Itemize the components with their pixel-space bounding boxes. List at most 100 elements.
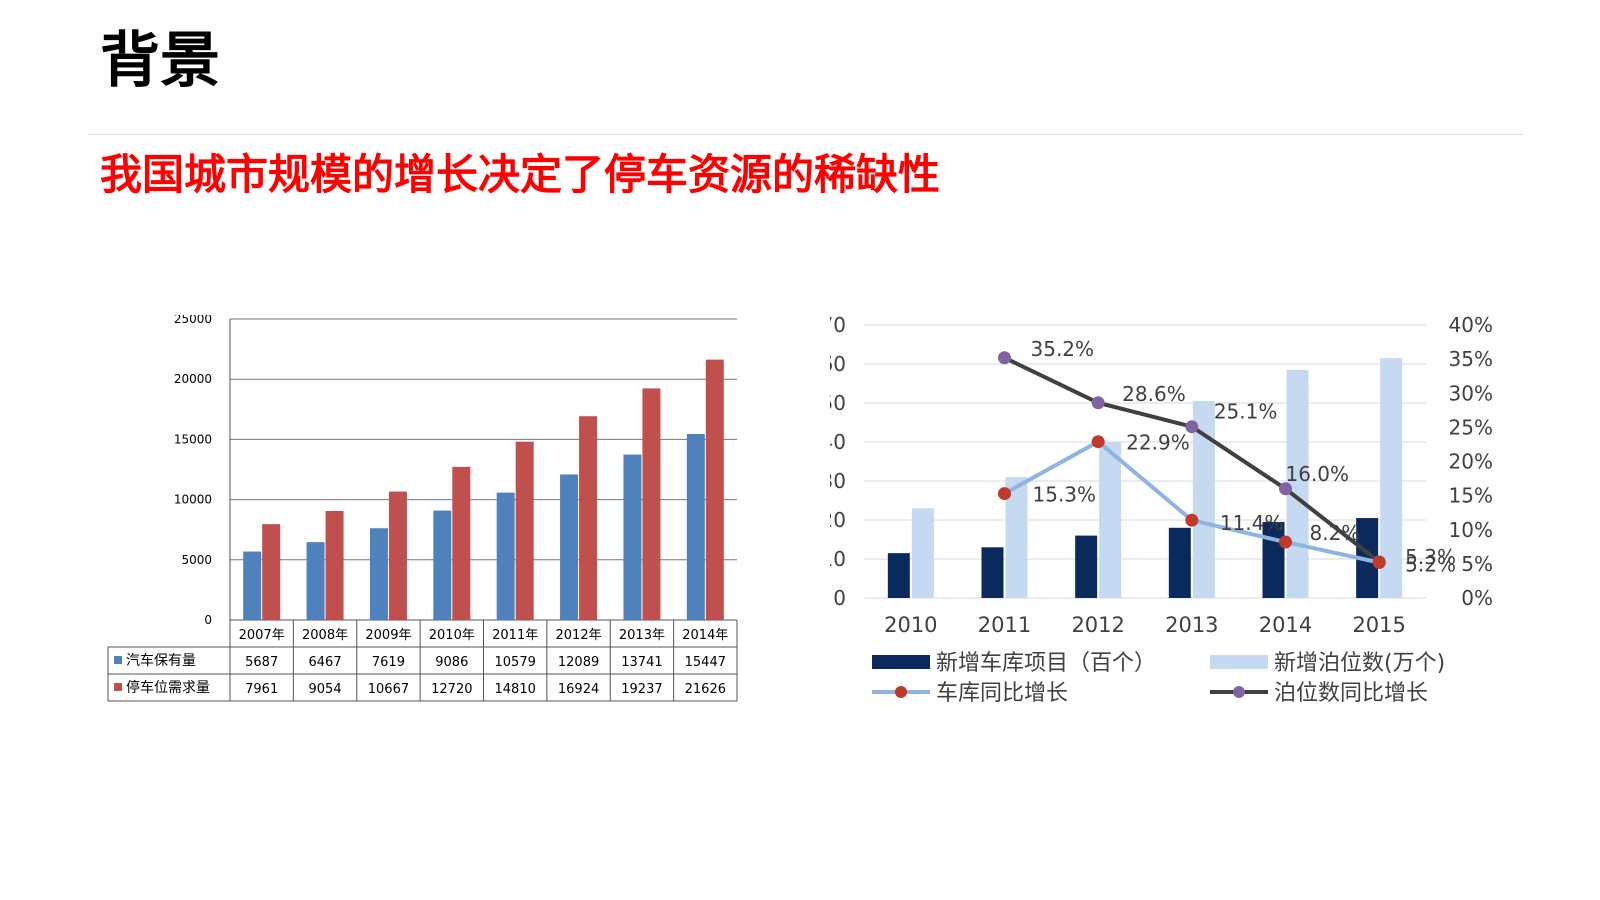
series-marker: [1372, 556, 1386, 570]
bar-1-3: [1192, 401, 1215, 598]
y-tick-label: 0: [833, 586, 846, 610]
table-cell: 10667: [368, 682, 409, 697]
x-tick-label: 2012: [1071, 613, 1124, 637]
data-label: 28.6%: [1122, 382, 1186, 406]
bar-1-1: [1005, 477, 1028, 598]
legend-marker: [895, 686, 907, 698]
y-tick-label: 30: [830, 469, 846, 493]
legend-swatch: [872, 655, 930, 669]
y-tick-label: 60: [830, 352, 846, 376]
y-tick-label: 70: [830, 315, 846, 337]
legend-swatch: [114, 656, 122, 664]
bar-0-2: [369, 528, 388, 620]
data-label: 25.1%: [1214, 400, 1278, 424]
y2-tick-label: 40%: [1449, 315, 1493, 337]
bar-1-7: [705, 359, 724, 620]
y-tick-label: 10000: [174, 493, 212, 507]
bar-1-4: [515, 441, 534, 620]
y-tick-label: 15000: [174, 432, 212, 446]
x-tick-label: 2007年: [239, 628, 285, 643]
x-tick-label: 2013年: [619, 628, 665, 643]
table-cell: 7619: [372, 655, 405, 670]
bar-0-3: [1168, 527, 1191, 598]
bar-0-0: [243, 551, 262, 620]
bar-1-0: [911, 508, 934, 598]
legend-label: 泊位数同比增长: [1274, 681, 1428, 706]
x-tick-label: 2014: [1259, 613, 1312, 637]
legend-swatch: [114, 683, 122, 691]
data-label: 8.2%: [1310, 521, 1361, 545]
x-tick-label: 2010: [884, 613, 937, 637]
table-cell: 9086: [435, 655, 468, 670]
bar-0-3: [433, 510, 452, 620]
bar-1-0: [262, 524, 281, 620]
vehicle-parking-demand-chart: 0 5000 10000 15000 20000 25000 2007年 5687 7961 20…: [107, 315, 738, 702]
x-tick-label: 2008年: [302, 628, 348, 643]
series-marker: [1279, 482, 1292, 496]
y-tick-label: 5000: [181, 553, 212, 567]
y-tick-label: 50: [830, 391, 846, 415]
table-cell: 9054: [309, 682, 342, 697]
series-marker: [1091, 396, 1105, 410]
table-cell: 12089: [558, 655, 599, 670]
bar-0-0: [887, 553, 910, 598]
bar-0-1: [306, 542, 325, 620]
bar-1-1: [325, 510, 344, 620]
bar-1-2: [1099, 442, 1122, 598]
x-tick-label: 2011: [978, 613, 1031, 637]
y2-tick-label: 25%: [1449, 415, 1493, 439]
y-tick-label: 40: [830, 430, 846, 454]
series-marker: [998, 351, 1011, 365]
x-tick-label: 2012年: [556, 628, 602, 643]
bar-1-5: [579, 416, 598, 620]
data-label: 5.2%: [1405, 553, 1456, 577]
table-cell: 7961: [245, 682, 278, 697]
bar-1-6: [642, 388, 661, 620]
y2-tick-label: 20%: [1449, 450, 1493, 474]
legend-marker: [1233, 686, 1245, 698]
table-cell: 14810: [495, 682, 536, 697]
data-label: 15.3%: [1033, 483, 1097, 507]
y-tick-label: 20: [830, 508, 846, 532]
legend-label: 停车位需求量: [126, 679, 210, 696]
y2-tick-label: 30%: [1449, 381, 1493, 405]
legend-label: 新增泊位数(万个): [1274, 651, 1445, 676]
data-label: 11.4%: [1220, 511, 1284, 535]
garage-parking-growth-chart: 0 10 20 30 40 50 60 70 0% 5% 10% 15% 20% 25% 30% 35% 40%…: [830, 315, 1493, 706]
series-marker: [998, 487, 1011, 501]
series-marker: [1185, 420, 1199, 434]
bar-1-4: [1286, 369, 1309, 598]
y-tick-label: 10: [830, 547, 846, 571]
x-tick-label: 2015: [1352, 613, 1405, 637]
legend-label: 新增车库项目（百个）: [936, 651, 1156, 676]
slide-title: 背景: [100, 26, 220, 96]
y2-tick-label: 5%: [1461, 552, 1493, 576]
table-cell: 15447: [685, 655, 726, 670]
bar-0-6: [623, 454, 642, 620]
y2-tick-label: 15%: [1449, 484, 1493, 508]
x-tick-label: 2013: [1165, 613, 1218, 637]
bar-1-2: [388, 491, 407, 620]
table-cell: 21626: [685, 682, 726, 697]
bar-1-5: [1380, 358, 1403, 598]
bar-0-1: [981, 547, 1004, 598]
table-cell: 13741: [621, 655, 662, 670]
series-marker: [1091, 435, 1105, 449]
y-tick-label: 25000: [174, 315, 212, 326]
series-marker: [1185, 513, 1199, 527]
table-cell: 12720: [431, 682, 472, 697]
bar-0-7: [686, 434, 705, 620]
legend-label: 汽车保有量: [126, 652, 196, 669]
table-cell: 19237: [621, 682, 662, 697]
table-cell: 16924: [558, 682, 599, 697]
y2-tick-label: 10%: [1449, 518, 1493, 542]
legend-swatch: [1210, 655, 1268, 669]
data-label: 22.9%: [1126, 431, 1190, 455]
x-tick-label: 2014年: [682, 628, 728, 643]
slide-subtitle: 我国城市规模的增长决定了停车资源的稀缺性: [100, 150, 941, 199]
data-label: 35.2%: [1031, 337, 1095, 361]
bar-0-5: [560, 474, 579, 620]
x-tick-label: 2009年: [365, 628, 411, 643]
y-tick-label: 20000: [174, 372, 212, 386]
series-marker: [1279, 535, 1292, 549]
